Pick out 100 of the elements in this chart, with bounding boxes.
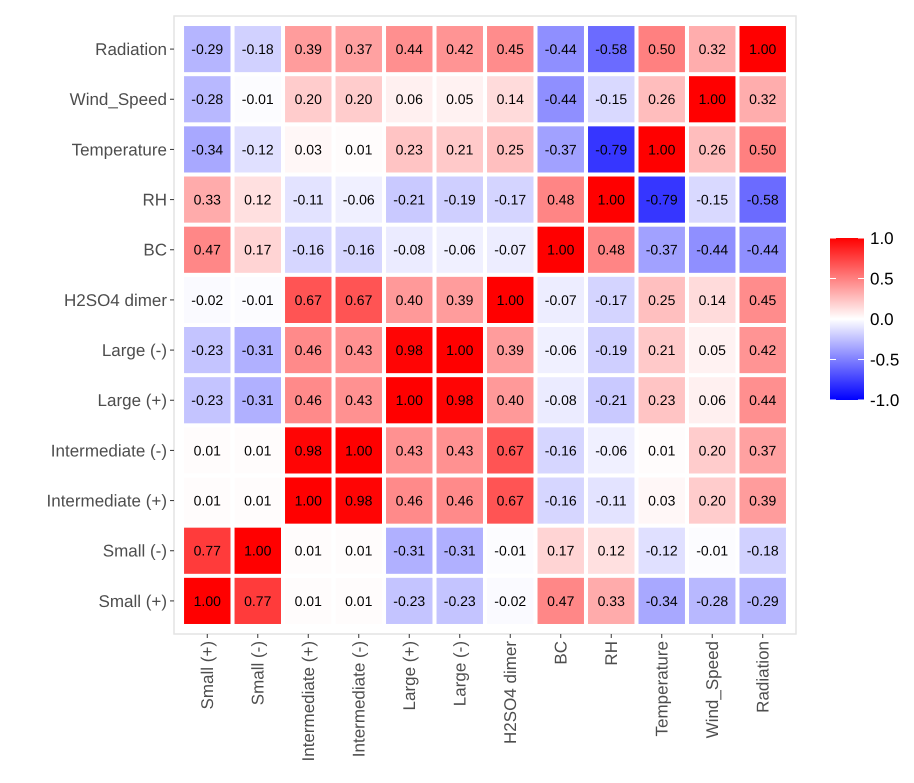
- data-label: -0.12: [242, 141, 274, 158]
- data-label: -0.16: [544, 492, 577, 508]
- data-label: 0.03: [648, 492, 676, 508]
- data-label: 0.67: [496, 492, 524, 508]
- data-label: -0.44: [544, 40, 577, 57]
- x-tick-label: Temperature: [652, 641, 672, 736]
- data-label: -0.31: [393, 542, 426, 559]
- data-label: 0.37: [345, 40, 373, 57]
- data-label: 0.39: [749, 492, 777, 508]
- data-label: 0.06: [396, 91, 424, 108]
- x-tick-label: Intermediate (+): [299, 641, 318, 762]
- data-label: 0.17: [547, 542, 575, 559]
- data-label: -0.11: [292, 191, 324, 208]
- data-label: -0.18: [746, 542, 779, 559]
- data-label: -0.31: [242, 392, 274, 408]
- data-label: 0.98: [446, 392, 474, 408]
- y-tick-label: BC: [143, 240, 167, 260]
- data-label: -0.34: [646, 592, 678, 609]
- data-label: 0.45: [749, 292, 777, 308]
- data-label: -0.02: [494, 592, 526, 609]
- data-label: -0.16: [544, 442, 577, 458]
- data-label: 0.01: [648, 442, 676, 458]
- data-label: -0.18: [242, 40, 274, 57]
- y-tick-label: H2SO4 dimer: [64, 290, 168, 310]
- data-label: 0.05: [446, 91, 474, 108]
- data-label: -0.01: [696, 542, 728, 559]
- data-label: 0.43: [345, 392, 373, 408]
- data-label: 0.48: [547, 191, 575, 208]
- data-label: -0.29: [746, 592, 779, 609]
- data-label: 0.01: [244, 442, 272, 458]
- color-bar-label: 1.0: [870, 228, 894, 248]
- data-label: -0.44: [746, 242, 779, 258]
- data-label: -0.17: [595, 292, 628, 308]
- data-label: -0.01: [242, 292, 274, 308]
- data-label: 1.00: [547, 242, 575, 258]
- data-label: -0.16: [292, 242, 324, 258]
- data-label: -0.08: [393, 242, 426, 258]
- data-label: -0.79: [646, 191, 678, 208]
- data-label: 0.21: [446, 141, 474, 158]
- data-label: -0.06: [595, 442, 628, 458]
- x-tick-label: Large (-): [450, 641, 470, 706]
- y-tick-label: Intermediate (-): [50, 441, 167, 460]
- data-label: 0.21: [648, 342, 676, 358]
- data-label: 0.44: [749, 392, 777, 408]
- data-label: -0.08: [544, 392, 577, 408]
- data-label: -0.15: [595, 91, 628, 108]
- data-label: -0.37: [544, 141, 577, 158]
- data-label: 0.77: [194, 542, 222, 559]
- data-label: 0.06: [698, 392, 726, 408]
- data-label: 1.00: [194, 592, 222, 609]
- data-label: -0.44: [696, 242, 728, 258]
- data-label: 0.39: [294, 40, 322, 57]
- data-label: -0.34: [191, 141, 224, 158]
- x-tick-label: RH: [602, 641, 622, 666]
- data-label: 1.00: [345, 442, 373, 458]
- data-label: -0.19: [444, 191, 476, 208]
- data-label: -0.01: [494, 542, 526, 559]
- data-label: 0.67: [294, 292, 322, 308]
- data-label: -0.58: [746, 191, 779, 208]
- data-label: -0.07: [494, 242, 526, 258]
- data-label: -0.31: [444, 542, 476, 559]
- data-label: -0.23: [444, 592, 476, 609]
- data-label: 1.00: [446, 342, 474, 358]
- x-tick-label: Small (-): [248, 641, 268, 706]
- data-label: 0.01: [244, 492, 272, 508]
- data-label: 0.42: [446, 40, 474, 57]
- data-label: 0.01: [194, 442, 222, 458]
- data-label: 0.25: [648, 292, 676, 308]
- x-tick-label: Wind_Speed: [703, 641, 722, 738]
- data-label: 0.42: [749, 342, 777, 358]
- x-tick-label: Radiation: [754, 641, 773, 713]
- data-label: -0.06: [342, 191, 375, 208]
- data-label: 0.23: [648, 392, 676, 408]
- color-bar-label: 0.5: [870, 269, 894, 288]
- data-label: -0.02: [191, 292, 224, 308]
- data-label: 0.01: [345, 141, 373, 158]
- data-label: 1.00: [496, 292, 524, 308]
- y-tick-label: Large (+): [98, 391, 167, 410]
- data-label: 0.20: [698, 492, 726, 508]
- data-label: 0.26: [648, 91, 676, 108]
- y-tick-label: Intermediate (+): [46, 492, 167, 511]
- y-tick-label: Small (+): [98, 592, 167, 611]
- data-label: 0.40: [496, 392, 524, 408]
- y-tick-label: Radiation: [95, 40, 167, 60]
- data-label: -0.23: [191, 342, 224, 358]
- data-label: 0.03: [294, 141, 322, 158]
- data-label: 0.46: [294, 392, 322, 408]
- data-label: 0.12: [244, 191, 272, 208]
- data-label: 0.14: [698, 292, 726, 308]
- y-tick-label: Small (-): [102, 542, 167, 561]
- x-tick-label: Small (+): [198, 641, 218, 710]
- data-label: 0.50: [648, 40, 676, 57]
- data-label: 0.47: [194, 242, 222, 258]
- data-label: 0.43: [446, 442, 474, 458]
- data-label: 0.01: [194, 492, 222, 508]
- y-tick-label: Large (-): [102, 341, 167, 360]
- data-label: -0.44: [544, 91, 577, 108]
- data-label: 0.37: [749, 442, 777, 458]
- data-label: -0.79: [595, 141, 628, 158]
- data-label: 0.39: [446, 292, 474, 308]
